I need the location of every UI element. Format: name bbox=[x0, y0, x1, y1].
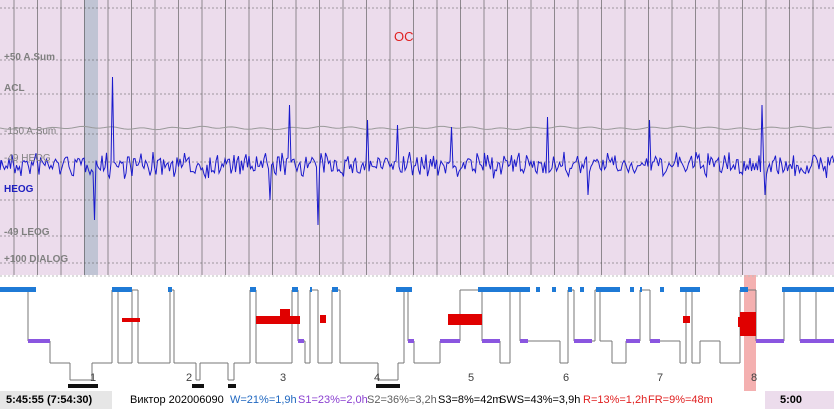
stage3-bar bbox=[376, 384, 400, 388]
hour-label-1: 1 bbox=[90, 372, 97, 384]
wake-bar bbox=[536, 287, 540, 292]
wake-bar bbox=[660, 287, 664, 292]
heog-trace bbox=[0, 76, 834, 226]
end-time: 5:00 bbox=[780, 394, 803, 406]
wake-bar bbox=[0, 287, 36, 292]
end-time-box bbox=[765, 391, 834, 409]
wake-bar bbox=[112, 287, 132, 292]
wake-bar bbox=[580, 287, 584, 292]
rem-bar bbox=[122, 318, 140, 322]
stage-marker-label: OC bbox=[394, 29, 414, 44]
wake-bar bbox=[680, 287, 700, 292]
stage1-bar bbox=[482, 339, 500, 343]
stat-sws: SWS=43%=3,9h bbox=[499, 394, 581, 406]
current-time: 5:45:55 (7:54:30) bbox=[6, 394, 93, 406]
channel-label-heog-scale: -49 HEOG bbox=[4, 153, 51, 164]
stat-s2: S2=36%=3,2h bbox=[367, 394, 437, 406]
wake-bar bbox=[310, 287, 312, 292]
stage1-bar bbox=[650, 339, 660, 343]
stage3-bar bbox=[192, 384, 204, 388]
stage1-bar bbox=[440, 339, 460, 343]
wake-bar bbox=[396, 287, 412, 292]
stat-s3: S3=8%=42m bbox=[438, 394, 502, 406]
wake-bar bbox=[640, 287, 642, 292]
channel-label-leog: -49 LEOG bbox=[4, 227, 50, 238]
hour-label-6: 6 bbox=[563, 372, 570, 384]
stat-fr: FR=9%=48m bbox=[648, 394, 713, 406]
wake-bar bbox=[332, 287, 338, 292]
stage1-bar bbox=[520, 339, 528, 343]
patient-name: Виктор 202006090 bbox=[130, 394, 224, 406]
stat-rem: R=13%=1,2h bbox=[583, 394, 648, 406]
hour-label-2: 2 bbox=[186, 372, 193, 384]
wake-bar bbox=[740, 287, 748, 292]
rem-bar bbox=[683, 316, 690, 323]
stage1-bar bbox=[626, 339, 640, 343]
signal-panel[interactable]: +50 A.Sum ACL -150 A.Sum -49 HEOG HEOG -… bbox=[0, 0, 834, 275]
hour-label-8: 8 bbox=[751, 372, 758, 384]
channel-label-asum-bottom: -150 A.Sum bbox=[4, 126, 57, 137]
hour-label-3: 3 bbox=[280, 372, 287, 384]
acl-trace bbox=[0, 125, 833, 131]
stage1-bar bbox=[756, 339, 784, 343]
stage3-bar bbox=[228, 384, 236, 388]
rem-bar bbox=[738, 317, 748, 327]
channel-label-asum-top: +50 A.Sum bbox=[4, 52, 56, 63]
status-bar: 5:45:55 (7:54:30) Виктор 202006090 W=21%… bbox=[0, 391, 834, 409]
rem-bar bbox=[320, 315, 326, 323]
stage1-bar bbox=[574, 339, 592, 343]
channel-label-dialog: +100 DIALOG bbox=[4, 254, 69, 265]
hour-label-5: 5 bbox=[468, 372, 475, 384]
rem-bar bbox=[280, 309, 290, 323]
signal-canvas[interactable] bbox=[0, 0, 834, 275]
hypnogram-canvas[interactable] bbox=[0, 275, 834, 393]
wake-bar bbox=[630, 287, 634, 292]
channel-label-heog: HEOG bbox=[4, 184, 34, 195]
wake-bar bbox=[168, 287, 172, 292]
stage3-bar bbox=[68, 384, 98, 388]
wake-bar bbox=[552, 287, 556, 292]
rem-bar bbox=[256, 316, 300, 324]
rem-bar bbox=[448, 314, 482, 325]
wake-bar bbox=[478, 287, 530, 292]
hour-label-4: 4 bbox=[374, 372, 381, 384]
stat-wake: W=21%=1,9h bbox=[230, 394, 297, 406]
channel-label-acl: ACL bbox=[4, 83, 25, 94]
stage1-bar bbox=[298, 339, 304, 343]
wake-bar bbox=[250, 287, 256, 292]
wake-bar bbox=[596, 287, 620, 292]
wake-bar bbox=[292, 287, 298, 292]
stage1-bar bbox=[408, 339, 414, 343]
time-display-box bbox=[0, 391, 112, 409]
wake-bar bbox=[568, 287, 572, 292]
stat-s1: S1=23%=2,0h bbox=[298, 394, 368, 406]
stage1-bar bbox=[800, 339, 834, 343]
wake-bar bbox=[782, 287, 834, 292]
hour-label-7: 7 bbox=[657, 372, 664, 384]
hypnogram-panel[interactable]: 1 2 3 4 5 6 7 8 bbox=[0, 275, 834, 393]
stage1-bar bbox=[28, 339, 50, 343]
epoch-highlight bbox=[84, 0, 98, 275]
